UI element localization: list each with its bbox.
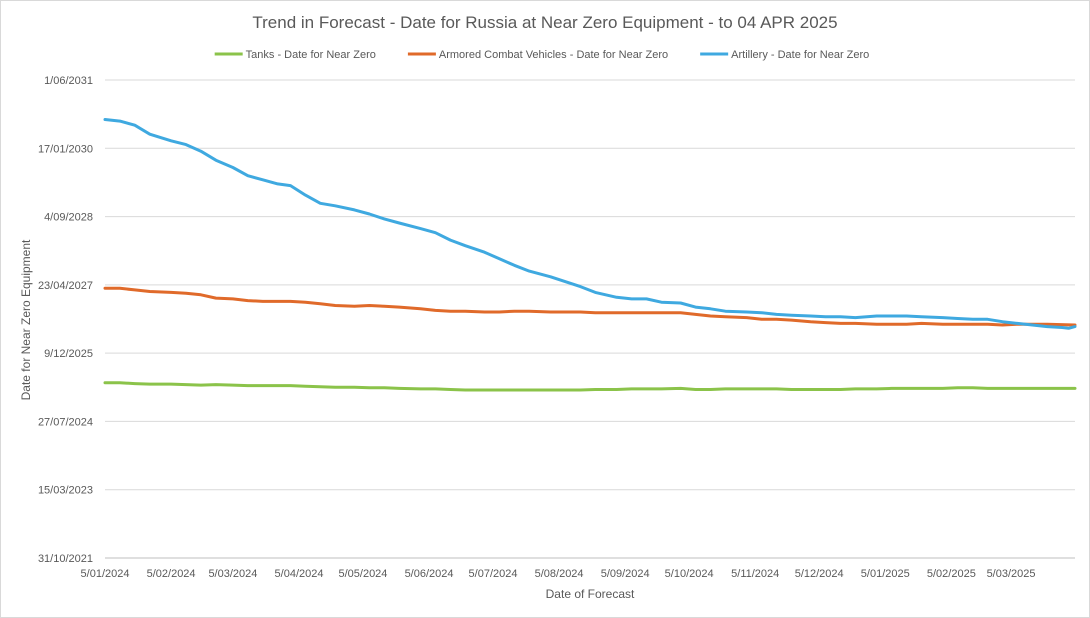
x-tick-label: 5/02/2024: [147, 568, 196, 580]
x-tick-label: 5/03/2024: [208, 568, 257, 580]
x-tick-label: 5/04/2024: [275, 568, 324, 580]
y-tick-label: 1/06/2031: [44, 75, 93, 87]
legend-label: Tanks - Date for Near Zero: [246, 49, 376, 61]
x-tick-label: 5/01/2024: [81, 568, 130, 580]
y-tick-label: 4/09/2028: [44, 212, 93, 224]
x-tick-label: 5/07/2024: [469, 568, 518, 580]
x-tick-label: 5/01/2025: [861, 568, 910, 580]
y-axis-title: Date for Near Zero Equipment: [19, 239, 33, 400]
legend: Tanks - Date for Near Zero Armored Combat…: [214, 49, 869, 61]
series-line-2: [103, 286, 1077, 327]
legend-label: Artillery - Date for Near Zero: [731, 49, 869, 61]
chart-title: Trend in Forecast - Date for Russia at N…: [252, 13, 837, 32]
series-line-3: [103, 118, 1077, 330]
x-axis-title: Date of Forecast: [546, 587, 635, 601]
x-tick-label: 5/02/2025: [927, 568, 976, 580]
legend-label: Armored Combat Vehicles - Date for Near …: [439, 49, 668, 61]
x-tick-label: 5/08/2024: [535, 568, 584, 580]
y-tick-label: 15/03/2023: [38, 485, 93, 497]
y-axis-ticks: 31/10/2021 15/03/2023 27/07/2024 9/12/2025 2…: [38, 75, 93, 565]
x-tick-label: 5/05/2024: [338, 568, 387, 580]
x-tick-label: 5/09/2024: [601, 568, 650, 580]
x-tick-label: 5/06/2024: [405, 568, 454, 580]
y-tick-label: 17/01/2030: [38, 143, 93, 155]
y-tick-label: 31/10/2021: [38, 553, 93, 565]
y-tick-label: 9/12/2025: [44, 348, 93, 360]
y-tick-label: 23/04/2027: [38, 280, 93, 292]
x-tick-label: 5/12/2024: [795, 568, 844, 580]
x-tick-label: 5/10/2024: [665, 568, 714, 580]
x-tick-label: 5/03/2025: [987, 568, 1036, 580]
series-lines: [103, 118, 1077, 392]
x-tick-label: 5/11/2024: [731, 568, 779, 580]
x-axis-ticks: 5/01/2024 5/02/2024 5/03/2024 5/04/2024 5/05…: [81, 568, 1036, 580]
gridlines: [105, 79, 1075, 559]
series-line-1: [103, 381, 1077, 392]
y-tick-label: 27/07/2024: [38, 416, 93, 428]
